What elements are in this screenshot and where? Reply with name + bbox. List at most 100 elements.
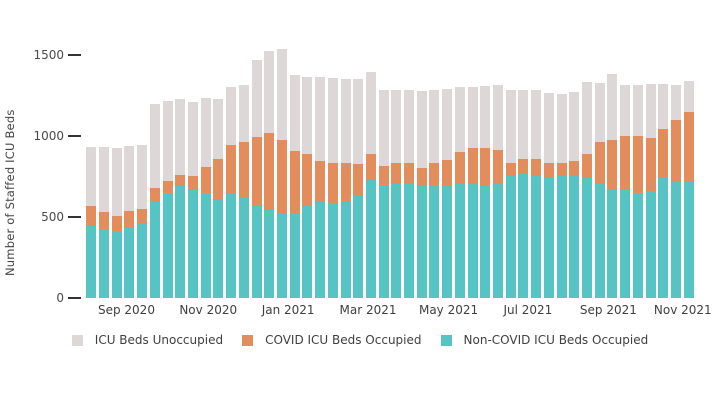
stacked-bar [391,90,402,298]
bar-segment [594,83,605,143]
stacked-bar [531,90,542,298]
y-tick-label: 1500 [33,47,64,62]
noncovid-occupied-swatch-icon [440,334,452,346]
bar-segment [658,83,669,130]
stacked-bar [200,98,211,298]
y-tick-mark [68,53,81,56]
stacked-bar [340,78,351,298]
bar-segment [429,185,440,298]
x-tick-label: May 2021 [418,303,479,317]
bar-segment [86,225,97,298]
bar-segment [162,181,173,194]
stacked-bar [480,86,491,298]
bar-segment [670,119,681,182]
stacked-bar [111,147,122,298]
stacked-bar [213,99,224,298]
bar-segment [175,99,186,175]
bar-segment [556,162,567,177]
bar-segment [505,175,516,298]
bar-segment [251,206,262,298]
bar-segment [670,181,681,298]
bar-segment [683,81,694,113]
stacked-bar [365,71,376,298]
stacked-bar [607,73,618,298]
bar-segment [264,132,275,210]
legend-item-unoccupied: ICU Beds Unoccupied [71,333,223,347]
bar-segment [658,177,669,298]
bar-segment [658,129,669,178]
bar-segment [581,153,592,178]
bar-segment [543,92,554,163]
bar-segment [289,212,300,298]
plot-area [85,40,695,298]
bar-segment [378,89,389,166]
bar-segment [620,190,631,298]
stacked-bar [632,85,643,298]
bar-segment [149,187,160,201]
bar-segment [86,147,97,207]
bar-segment [683,112,694,182]
bar-segment [632,192,643,298]
bar-segment [416,186,427,298]
stacked-bar [543,92,554,298]
bar-segment [86,206,97,226]
bar-segment [518,173,529,298]
bar-segment [340,78,351,163]
stacked-bar [454,87,465,298]
bar-segment [251,59,262,137]
stacked-bar [620,85,631,298]
bar-segment [213,199,224,298]
bar-segment [594,142,605,185]
x-tick-label: Jul 2021 [503,303,553,317]
bar-segment [213,99,224,160]
bar-segment [391,184,402,298]
x-tick-label: Sep 2021 [579,303,637,317]
bar-segment [226,194,237,298]
bar-segment [226,145,237,195]
stacked-bar [594,83,605,298]
bar-segment [378,165,389,186]
bar-segment [175,174,186,187]
bar-segment [556,93,567,163]
bar-segment [353,195,364,298]
stacked-bar [149,104,160,298]
bar-segment [454,184,465,298]
bar-segment [404,89,415,164]
covid-occupied-swatch-icon [242,334,254,346]
bar-segment [99,229,110,298]
stacked-bar [569,91,580,298]
bar-segment [365,71,376,155]
stacked-bar [658,83,669,298]
stacked-bar [302,76,313,298]
bar-segment [238,142,249,199]
legend: ICU Beds Unoccupied COVID ICU Beds Occup… [0,333,720,347]
bar-segment [111,231,122,298]
bar-segment [518,159,529,174]
stacked-bar [683,81,694,298]
stacked-bar [238,85,249,298]
bar-segment [480,186,491,298]
bar-segment [365,154,376,180]
bar-segment [493,85,504,151]
stacked-bar [581,82,592,298]
x-tick-label: Mar 2021 [339,303,397,317]
stacked-bar [175,99,186,298]
stacked-bar [416,91,427,298]
bar-segment [315,160,326,203]
stacked-bar [264,50,275,298]
bar-segment [175,186,186,298]
bar-segment [264,209,275,298]
stacked-bar [124,145,135,298]
bar-segment [493,183,504,298]
bar-segment [531,90,542,160]
bar-segment [353,78,364,165]
bar-segment [353,164,364,196]
bar-segment [200,166,211,193]
y-tick-mark [68,297,81,299]
bar-segment [226,87,237,146]
bar-segment [124,227,135,298]
stacked-bar [493,85,504,298]
bar-segment [162,100,173,182]
bar-segment [543,177,554,298]
